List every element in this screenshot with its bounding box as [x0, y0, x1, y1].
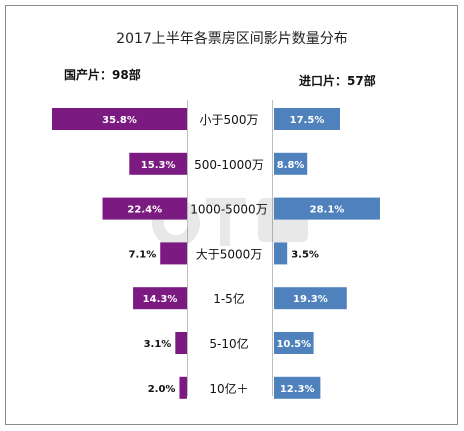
imported-bar: [274, 152, 308, 175]
domestic-series-label: 国产片：98部: [64, 68, 141, 82]
category-label: 500-1000万: [194, 158, 264, 172]
domestic-value-label: 3.1%: [144, 339, 172, 350]
domestic-value-label: 15.3%: [141, 160, 176, 171]
category-label: 5-10亿: [209, 336, 248, 351]
chart-title: 2017上半年各票房区间影片数量分布: [116, 31, 348, 47]
chart-frame: [5, 5, 458, 425]
imported-value-label: 28.1%: [310, 205, 345, 216]
imported-bar: [274, 108, 340, 130]
imported-value-label: 3.5%: [291, 249, 319, 260]
left-axis-line: [187, 100, 188, 396]
imported-bar: [274, 332, 314, 354]
imported-bar: [274, 287, 347, 310]
imported-value-label: 12.3%: [280, 384, 315, 395]
imported-value-label: 10.5%: [276, 339, 311, 350]
imported-value-label: 19.3%: [293, 294, 328, 305]
domestic-value-label: 22.4%: [127, 205, 162, 216]
right-axis-line: [272, 100, 273, 396]
domestic-bar: [160, 242, 187, 265]
domestic-value-label: 2.0%: [148, 384, 176, 395]
domestic-bar: [175, 332, 187, 354]
domestic-bar: [102, 197, 187, 220]
imported-bar: [274, 197, 380, 220]
imported-value-label: 8.8%: [277, 160, 305, 171]
category-label: 10亿＋: [209, 381, 248, 396]
domestic-bar: [52, 108, 187, 130]
domestic-bar: [179, 376, 187, 399]
imported-bar: [274, 376, 321, 399]
category-label: 1-5亿: [213, 291, 245, 306]
imported-bar: [274, 242, 288, 265]
category-label: 1000-5000万: [190, 203, 267, 217]
domestic-value-label: 7.1%: [128, 249, 156, 260]
category-label: 大于5000万: [196, 247, 263, 261]
imported-value-label: 17.5%: [290, 115, 325, 126]
domestic-value-label: 35.8%: [102, 115, 137, 126]
domestic-value-label: 14.3%: [143, 294, 178, 305]
domestic-bar: [133, 287, 187, 310]
domestic-bar: [129, 152, 187, 175]
imported-series-label: 进口片：57部: [299, 74, 376, 88]
category-label: 小于500万: [200, 113, 259, 127]
